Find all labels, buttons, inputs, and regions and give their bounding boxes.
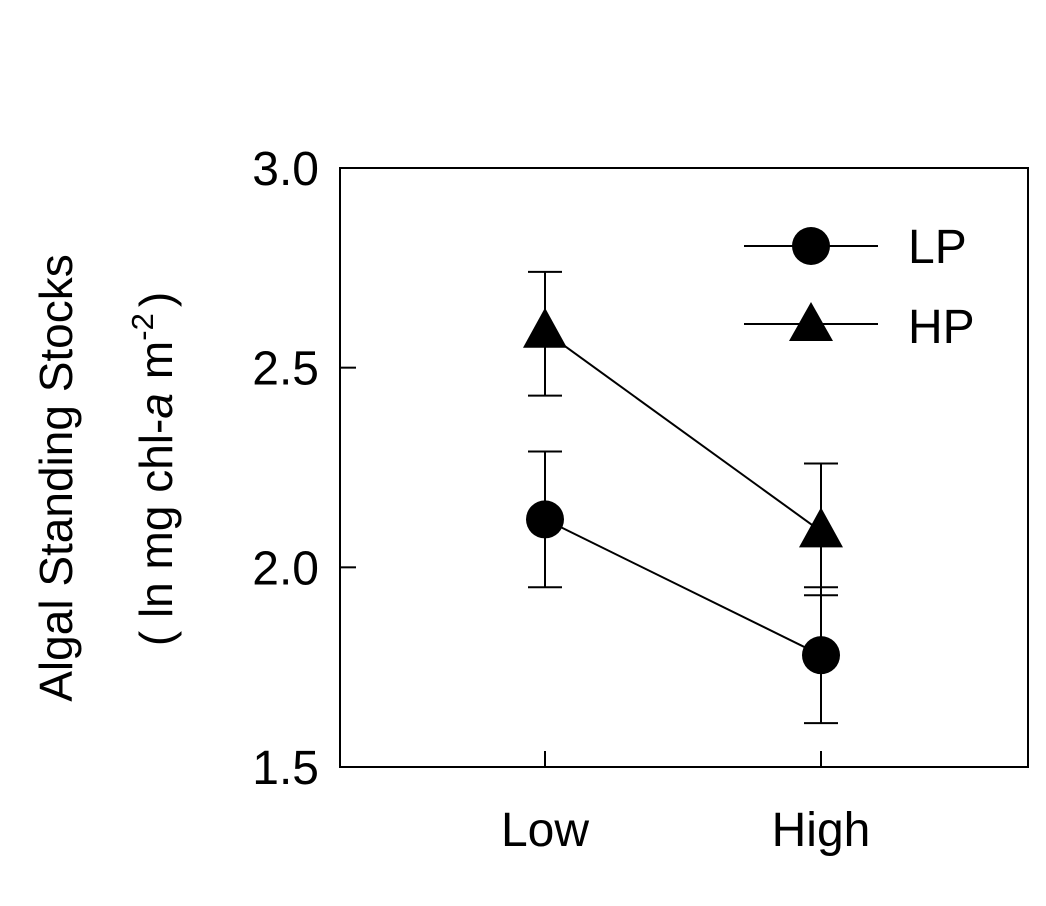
legend-label-hp: HP [908,301,975,354]
plot-frame [339,167,1029,768]
legend: LP HP [744,221,975,354]
legend-marker-lp [792,227,830,265]
y-axis-label-italic: a [130,393,182,419]
y-axis-label-suffix: ) [130,292,182,307]
series-line-hp [544,330,822,533]
x-tick-label: Low [501,804,589,857]
legend-marker-hp [789,302,833,341]
y-axis-label-line-2: ( ln mg chl-am-2) [125,292,182,646]
data-point-hp [523,307,567,348]
x-tick-label: High [772,804,871,857]
y-axis: 1.5 2.0 2.5 3.0 [252,143,356,795]
series-line-lp [544,518,822,657]
y-tick-label: 2.0 [252,542,319,595]
y-axis-label-main: Algal Standing Stocks [30,254,82,702]
y-axis-label-line-1: Algal Standing Stocks [30,254,82,702]
data-point-lp [802,636,840,675]
y-tick-label: 2.5 [252,343,319,396]
legend-label-lp: LP [908,221,967,274]
data-point-lp [526,500,564,539]
y-tick-label: 1.5 [252,742,319,795]
x-axis: Low High [501,751,870,857]
y-axis-label-superscript: -2 [125,313,160,341]
data-point-hp [799,507,843,548]
y-tick-label: 3.0 [252,143,319,196]
y-axis-label-prefix: ( ln mg chl- [130,419,182,646]
y-axis-label-unit: m [130,341,182,379]
plot-series [523,270,843,725]
